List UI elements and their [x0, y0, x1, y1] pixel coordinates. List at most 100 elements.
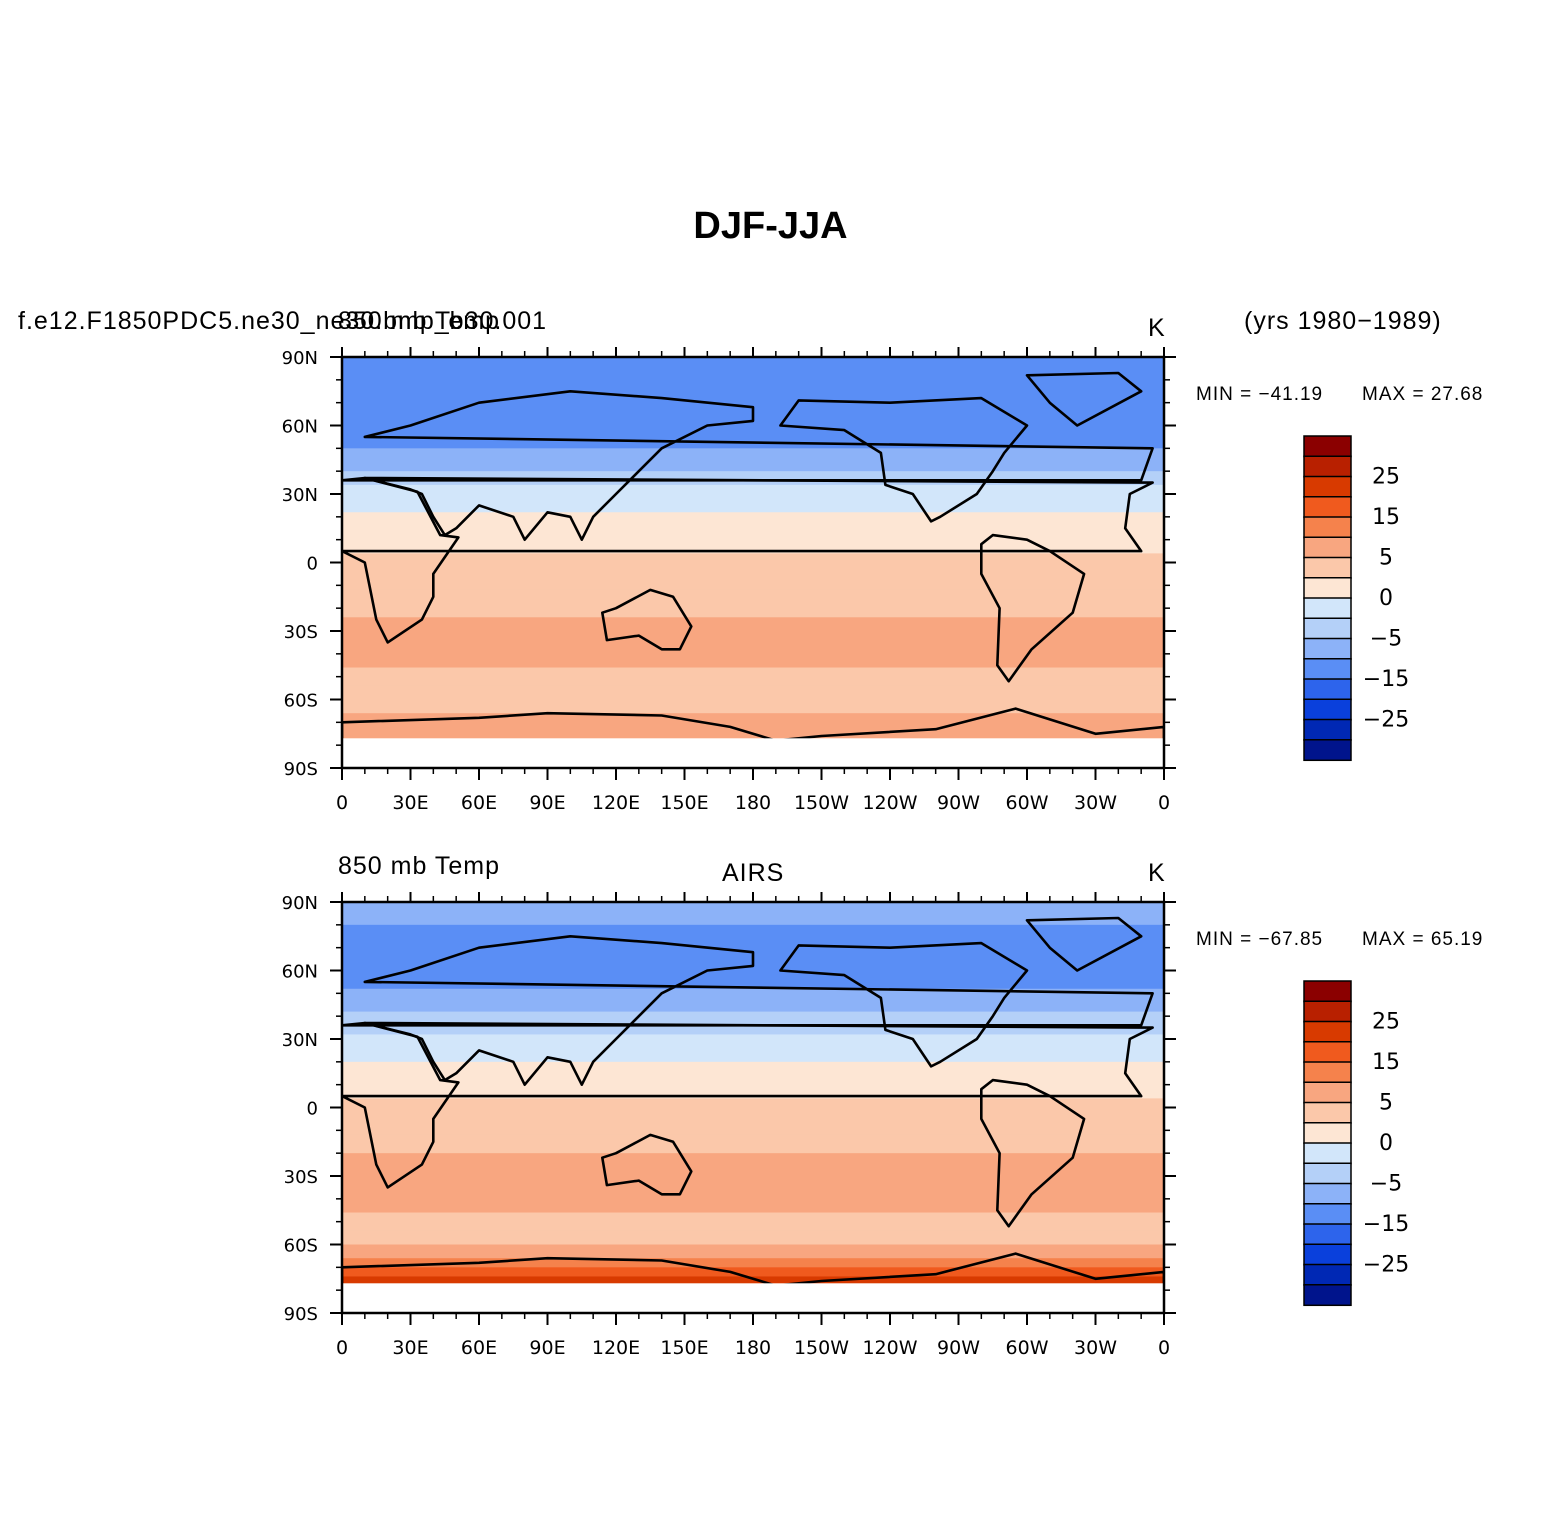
field-band	[342, 489, 1164, 495]
field-band	[342, 1144, 1164, 1150]
field-band	[342, 503, 1164, 509]
field-band	[342, 448, 1164, 454]
field-band	[342, 726, 1164, 733]
field-band	[342, 608, 1164, 614]
field-band	[342, 1239, 1164, 1246]
field-band	[342, 1080, 1164, 1086]
field-band	[342, 434, 1164, 440]
field-band	[342, 1207, 1164, 1214]
field-band	[342, 933, 1164, 940]
field-band	[342, 599, 1164, 605]
field-band	[342, 970, 1164, 976]
field-band	[342, 1112, 1164, 1118]
field-band	[342, 425, 1164, 431]
colorbar-swatch	[1303, 475, 1352, 498]
colorbar-label: 15	[1372, 505, 1400, 530]
colorbar-swatch	[1303, 678, 1352, 701]
field-band	[342, 1130, 1164, 1136]
coastline	[1025, 371, 1143, 427]
colorbar-label: −15	[1363, 1212, 1409, 1237]
field-band	[342, 1057, 1164, 1063]
colorbar-swatch	[1303, 536, 1352, 559]
field-band	[342, 498, 1164, 504]
colorbar-swatch	[1303, 556, 1352, 579]
missing-data-region	[342, 738, 1164, 768]
colorbar-swatch	[1303, 1061, 1352, 1084]
field-band	[342, 1066, 1164, 1072]
field-band	[342, 512, 1164, 518]
field-band	[342, 393, 1164, 399]
colorbar-label: −15	[1363, 667, 1409, 692]
field-band	[342, 484, 1164, 491]
field-band	[342, 494, 1164, 500]
colorbar-label: 5	[1379, 546, 1393, 571]
panel1-years-label: (yrs 1980−1989)	[1244, 307, 1442, 335]
field-band	[342, 649, 1164, 655]
field-band	[342, 1258, 1164, 1264]
colorbar-swatch	[1303, 1243, 1352, 1266]
field-band	[342, 635, 1164, 641]
field-band	[342, 594, 1164, 600]
field-band	[342, 621, 1164, 628]
colorbar: 25 15 5 0 −5 −15 −25	[1303, 435, 1409, 762]
colorbar-swatch	[1303, 1122, 1352, 1145]
field-band	[342, 1084, 1164, 1090]
field-band	[342, 452, 1164, 459]
colorbar-swatch	[1303, 1263, 1352, 1286]
field-band	[342, 1157, 1164, 1163]
field-band	[342, 915, 1164, 921]
x-tick-label: 90W	[937, 1337, 980, 1359]
figure-title: DJF-JJA	[693, 205, 848, 247]
field-band	[342, 1249, 1164, 1255]
field-band	[342, 1203, 1164, 1209]
field-band	[342, 420, 1164, 427]
panel1-units-label: K	[1148, 314, 1166, 342]
field-band	[342, 617, 1164, 623]
field-band	[342, 557, 1164, 564]
x-tick-label: 120E	[592, 792, 640, 814]
field-band	[342, 1007, 1164, 1013]
x-tick-label: 180	[735, 1337, 771, 1359]
field-band	[342, 1221, 1164, 1227]
field-band	[342, 699, 1164, 705]
field-band	[342, 466, 1164, 472]
colorbar-swatch	[1303, 637, 1352, 660]
colorbar-swatch	[1303, 577, 1352, 600]
colorbar-label: −5	[1370, 627, 1402, 652]
y-tick-label: 60S	[284, 691, 318, 712]
y-tick-label: 30S	[284, 1167, 318, 1188]
field-band	[342, 443, 1164, 449]
field-band	[342, 685, 1164, 691]
field-band	[342, 1098, 1164, 1104]
missing-data-region	[342, 1283, 1164, 1313]
colorbar-label: 0	[1379, 586, 1393, 611]
field-band	[342, 1217, 1164, 1223]
field-band	[342, 1262, 1164, 1268]
y-tick-label: 0	[307, 554, 318, 575]
field-band	[342, 475, 1164, 481]
field-band	[342, 1153, 1164, 1159]
field-band	[342, 525, 1164, 532]
colorbar-label: 25	[1372, 465, 1400, 490]
colorbar-label: −25	[1363, 1253, 1409, 1278]
field-band	[342, 398, 1164, 404]
panel2-units-label: K	[1148, 859, 1166, 887]
y-tick-label: 90N	[282, 893, 318, 914]
field-band	[342, 1075, 1164, 1081]
field-band	[342, 943, 1164, 949]
x-tick-label: 60W	[1006, 1337, 1049, 1359]
x-tick-label: 0	[336, 792, 348, 814]
field-band	[342, 713, 1164, 719]
temperature-field	[342, 902, 1164, 1313]
coastline	[342, 1252, 1164, 1313]
field-band	[342, 1166, 1164, 1173]
field-band	[342, 1125, 1164, 1131]
field-band	[342, 553, 1164, 559]
coastline	[979, 1078, 1086, 1228]
field-band	[342, 1162, 1164, 1168]
colorbar-swatch	[1303, 1182, 1352, 1205]
field-band	[342, 1171, 1164, 1177]
field-band	[342, 1052, 1164, 1058]
field-band	[342, 539, 1164, 545]
